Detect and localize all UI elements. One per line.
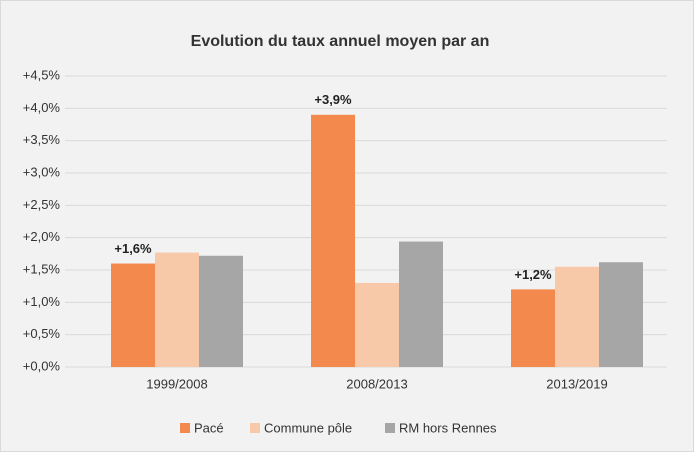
y-tick-label: +2,5% (23, 197, 61, 212)
legend-swatch (180, 423, 190, 433)
chart-title: Evolution du taux annuel moyen par an (191, 33, 490, 50)
value-label: +1,6% (114, 241, 152, 256)
bar (155, 252, 199, 367)
x-tick-label: 1999/2008 (146, 376, 207, 391)
y-tick-label: +3,5% (23, 132, 61, 147)
bar (599, 262, 643, 367)
y-tick-label: +4,0% (23, 100, 61, 115)
bar (355, 282, 399, 367)
y-tick-label: +3,0% (23, 164, 61, 179)
y-tick-label: +2,0% (23, 229, 61, 244)
y-tick-label: +4,5% (23, 67, 61, 82)
legend-label: Pacé (194, 420, 224, 435)
bar (555, 266, 599, 367)
value-label: +3,9% (314, 92, 352, 107)
bar (399, 241, 443, 367)
legend-swatch (250, 423, 260, 433)
y-tick-label: +1,0% (23, 294, 61, 309)
legend-label: RM hors Rennes (399, 420, 497, 435)
bar (199, 255, 243, 367)
y-tick-label: +0,0% (23, 358, 61, 373)
value-label: +1,2% (514, 267, 552, 282)
bar (111, 263, 155, 367)
x-tick-label: 2013/2019 (546, 376, 607, 391)
y-tick-label: +0,5% (23, 326, 61, 341)
legend-swatch (385, 423, 395, 433)
legend-label: Commune pôle (264, 420, 352, 435)
y-tick-label: +1,5% (23, 261, 61, 276)
bar (311, 114, 355, 367)
bar (511, 289, 555, 367)
x-tick-label: 2008/2013 (346, 376, 407, 391)
